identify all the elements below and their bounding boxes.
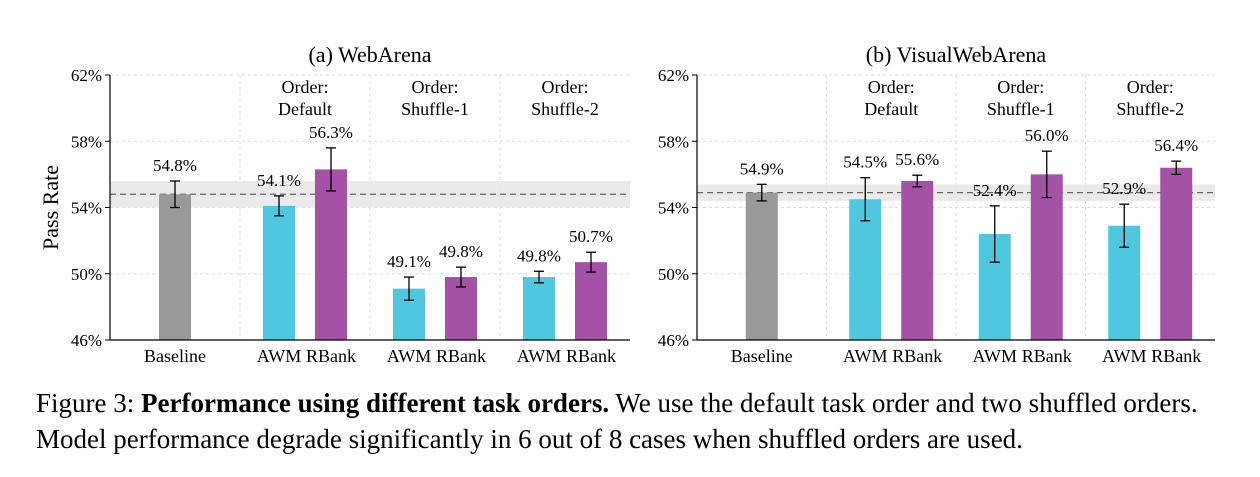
group-title-line1: Order: [997,77,1044,97]
value-label: 50.7% [569,227,613,246]
group-title-line2: Shuffle-1 [987,99,1055,119]
value-label: 52.9% [1102,179,1146,198]
x-tick-label: Baseline [731,346,793,366]
group-title-line2: Shuffle-2 [531,99,599,119]
value-label: 49.1% [387,252,431,271]
value-label: 56.0% [1025,126,1069,145]
y-axis-label: Pass Rate [38,165,63,250]
x-tick-label: AWM [1102,346,1147,366]
y-tick-label: 46% [71,331,102,350]
y-tick-label: 54% [658,199,689,218]
baseline-band [697,184,1215,201]
group-title-line2: Default [278,99,332,119]
bar-rbank [901,181,934,340]
group-title-line1: Order: [868,77,915,97]
panel-title: (b) VisualWebArena [866,42,1047,67]
y-tick-label: 62% [71,66,102,85]
x-tick-label: Baseline [144,346,206,366]
y-tick-label: 50% [658,265,689,284]
x-tick-label: RBank [892,346,942,366]
bar-awm [849,199,882,340]
bar-rbank [1160,167,1193,340]
caption-prefix: Figure 3: [36,388,141,418]
x-tick-label: RBank [436,346,486,366]
x-tick-label: RBank [1151,346,1201,366]
y-tick-label: 50% [71,265,102,284]
x-tick-label: AWM [972,346,1017,366]
caption-rest: We use the default task order and two sh… [36,388,1198,454]
group-title-line1: Order: [542,77,589,97]
group-title-line1: Order: [1127,77,1174,97]
value-label: 52.4% [973,181,1017,200]
visualwebarena-panel: 46%50%54%58%62%54.9%BaselineOrder:Defaul… [658,42,1215,366]
bar-rbank [315,169,347,340]
bar-baseline [159,194,191,340]
value-label: 49.8% [439,242,483,261]
bar-baseline [745,192,778,340]
bar-awm [523,277,555,340]
group-title-line2: Shuffle-1 [401,99,469,119]
x-tick-label: AWM [517,346,562,366]
value-label: 49.8% [517,246,561,265]
group-title-line1: Order: [282,77,329,97]
caption-bold: Performance using different task orders. [141,388,610,418]
y-tick-label: 58% [71,132,102,151]
webarena-panel: 46%50%54%58%62%54.8%BaselineOrder:Defaul… [38,42,630,366]
x-tick-label: AWM [257,346,302,366]
value-label: 56.4% [1154,136,1198,155]
bar-rbank [575,262,607,340]
bar-rbank [1030,174,1063,340]
x-tick-label: RBank [306,346,356,366]
y-tick-label: 62% [658,66,689,85]
group-title-line2: Shuffle-2 [1116,99,1184,119]
bar-awm [263,205,295,340]
group-title-line1: Order: [412,77,459,97]
x-tick-label: RBank [566,346,616,366]
figure-3-charts: 46%50%54%58%62%54.8%BaselineOrder:Defaul… [38,42,1215,366]
y-tick-label: 54% [71,199,102,218]
value-label: 56.3% [309,123,353,142]
y-tick-label: 46% [658,331,689,350]
panel-title: (a) WebArena [308,42,431,67]
x-tick-label: AWM [387,346,432,366]
figure-caption: Figure 3: Performance using different ta… [36,385,1236,457]
x-tick-label: RBank [1022,346,1072,366]
y-tick-label: 58% [658,132,689,151]
x-tick-label: AWM [843,346,888,366]
value-label: 55.6% [895,150,939,169]
group-title-line2: Default [864,99,918,119]
value-label: 54.9% [740,159,784,178]
value-label: 54.1% [257,171,301,190]
value-label: 54.5% [843,153,887,172]
value-label: 54.8% [153,156,197,175]
